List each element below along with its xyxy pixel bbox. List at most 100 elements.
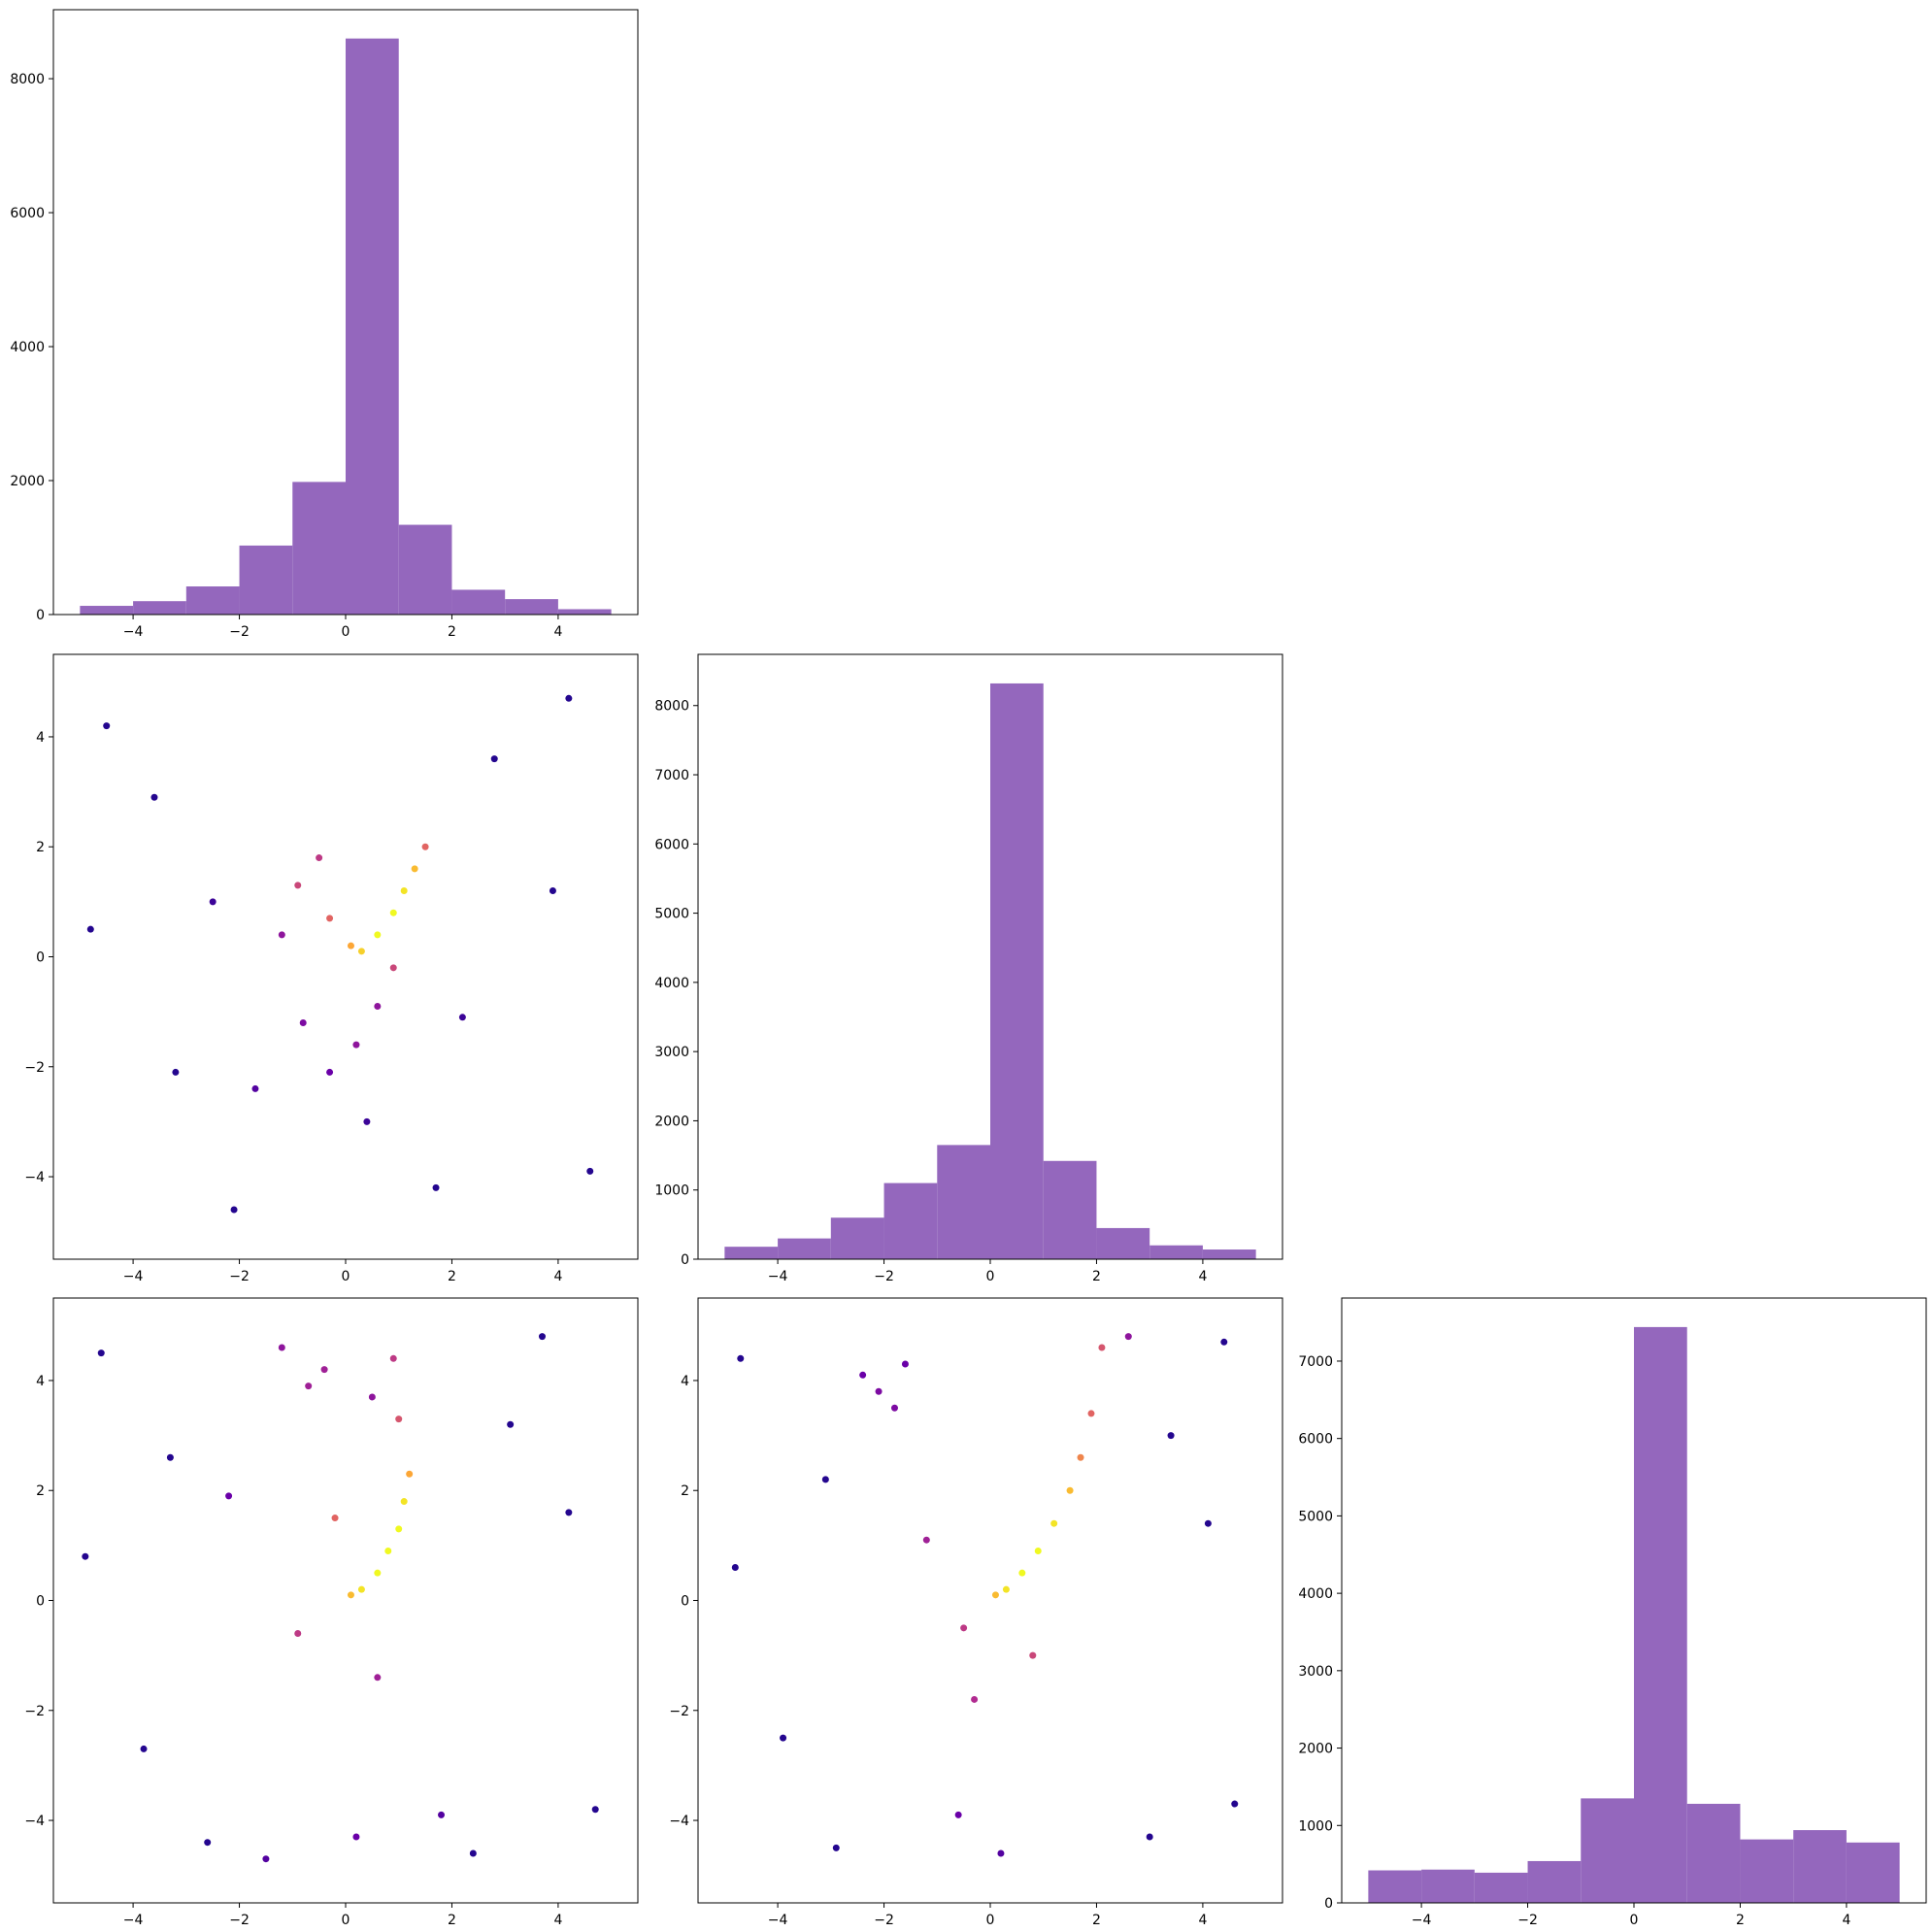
x-tick-label: 0	[342, 1913, 350, 1928]
y-tick-label: 5000	[1298, 1509, 1333, 1524]
x-tick-label: 2	[448, 1269, 456, 1284]
bar	[1368, 1870, 1422, 1903]
scatter-point	[97, 1349, 105, 1357]
x-tick-label: 0	[986, 1913, 995, 1928]
bar	[1149, 1245, 1203, 1259]
x-tick-label: −2	[229, 1269, 250, 1284]
scatter-point	[411, 865, 418, 873]
scatter-point	[1077, 1453, 1084, 1461]
y-tick-label: 2	[36, 840, 45, 855]
y-tick-label: 3000	[654, 1045, 689, 1060]
bar	[1686, 1803, 1741, 1903]
scatter-point	[1146, 1833, 1153, 1841]
bar	[883, 1183, 938, 1259]
scatter-point	[326, 915, 334, 922]
axes-frame	[52, 1297, 639, 1904]
x-tick-label: 0	[986, 1269, 995, 1284]
scatter-point	[1066, 1486, 1074, 1494]
y-tick-label: −4	[24, 1814, 45, 1829]
scatter-point	[1231, 1800, 1239, 1808]
x-tick-label: −4	[768, 1269, 788, 1284]
scatter-point	[320, 1366, 328, 1374]
scatter-point	[278, 1344, 285, 1351]
y-tick-label: 0	[36, 1594, 45, 1610]
scatter-point	[363, 1117, 371, 1125]
y-tick-label: 4000	[1298, 1586, 1333, 1602]
bar	[1793, 1830, 1847, 1903]
x-tick-label: −2	[874, 1269, 894, 1284]
scatter-point	[507, 1420, 515, 1428]
scatter-point	[352, 1041, 360, 1049]
scatter-point	[352, 1833, 360, 1841]
y-tick-label: 8000	[10, 72, 45, 87]
scatter-point	[901, 1360, 909, 1368]
bar	[398, 524, 452, 615]
scatter-point	[150, 793, 158, 801]
scatter-point	[166, 1453, 174, 1461]
y-tick-label: 4	[36, 730, 45, 746]
scatter-point	[400, 887, 408, 895]
y-tick-label: 1000	[654, 1183, 689, 1199]
scatter-point	[294, 1629, 302, 1637]
scatter-point	[230, 1206, 238, 1214]
y-tick-label: −2	[24, 1704, 45, 1719]
scatter-point	[890, 1404, 898, 1412]
scatter-point	[997, 1849, 1005, 1857]
scatter-point	[438, 1811, 446, 1818]
scatter-point	[294, 882, 302, 889]
bar	[990, 683, 1044, 1259]
bar	[724, 1247, 779, 1259]
x-tick-label: 2	[1736, 1913, 1745, 1928]
scatter-point	[347, 1591, 354, 1599]
bar	[1202, 1249, 1256, 1259]
x-tick-label: −4	[123, 1913, 144, 1928]
scatter-point	[1029, 1651, 1037, 1659]
scatter-point	[172, 1068, 180, 1076]
scatter-point	[1204, 1519, 1212, 1527]
scatter-point	[821, 1476, 829, 1483]
bar	[778, 1238, 831, 1259]
scatter-point	[209, 898, 217, 906]
x-tick-label: 2	[1092, 1913, 1101, 1928]
bar	[1096, 1227, 1150, 1259]
y-tick-label: 6000	[10, 206, 45, 221]
bar	[1581, 1798, 1634, 1903]
scatter-point	[82, 1552, 89, 1560]
scatter-point	[225, 1492, 233, 1500]
scatter-point	[86, 925, 94, 933]
y-tick-label: −2	[24, 1060, 45, 1076]
x-tick-label: −4	[123, 1269, 144, 1284]
bar	[1740, 1839, 1794, 1903]
x-tick-label: 2	[448, 1913, 456, 1928]
scatter-point	[278, 931, 285, 939]
scatter-point	[432, 1183, 440, 1191]
x-tick-label: 0	[342, 1269, 350, 1284]
scatter-point	[991, 1591, 999, 1599]
scatter-point	[384, 1548, 392, 1555]
scatter-point	[103, 722, 111, 730]
y-tick-label: 0	[1324, 1896, 1333, 1912]
scatter-point	[922, 1536, 930, 1544]
scatter-point	[1098, 1344, 1106, 1351]
y-tick-label: 0	[681, 1594, 689, 1610]
scatter-point	[357, 1585, 365, 1593]
scatter-point	[331, 1515, 339, 1522]
bar	[185, 586, 240, 615]
scatter-point	[316, 854, 323, 862]
x-tick-label: −2	[229, 624, 250, 640]
scatter-point	[960, 1624, 968, 1632]
y-tick-label: −4	[24, 1170, 45, 1185]
y-tick-label: 2000	[1298, 1742, 1333, 1757]
y-tick-label: 6000	[1298, 1432, 1333, 1448]
x-tick-label: −2	[1517, 1913, 1538, 1928]
scatter-point	[1167, 1432, 1175, 1440]
bar	[239, 545, 293, 615]
y-tick-label: 8000	[654, 699, 689, 715]
scatter-point	[374, 1002, 382, 1010]
scatter-point	[395, 1525, 403, 1533]
bar	[80, 606, 134, 615]
bar	[1474, 1872, 1528, 1903]
scatter-point	[204, 1839, 212, 1847]
bar	[557, 609, 612, 615]
bar	[346, 38, 399, 615]
